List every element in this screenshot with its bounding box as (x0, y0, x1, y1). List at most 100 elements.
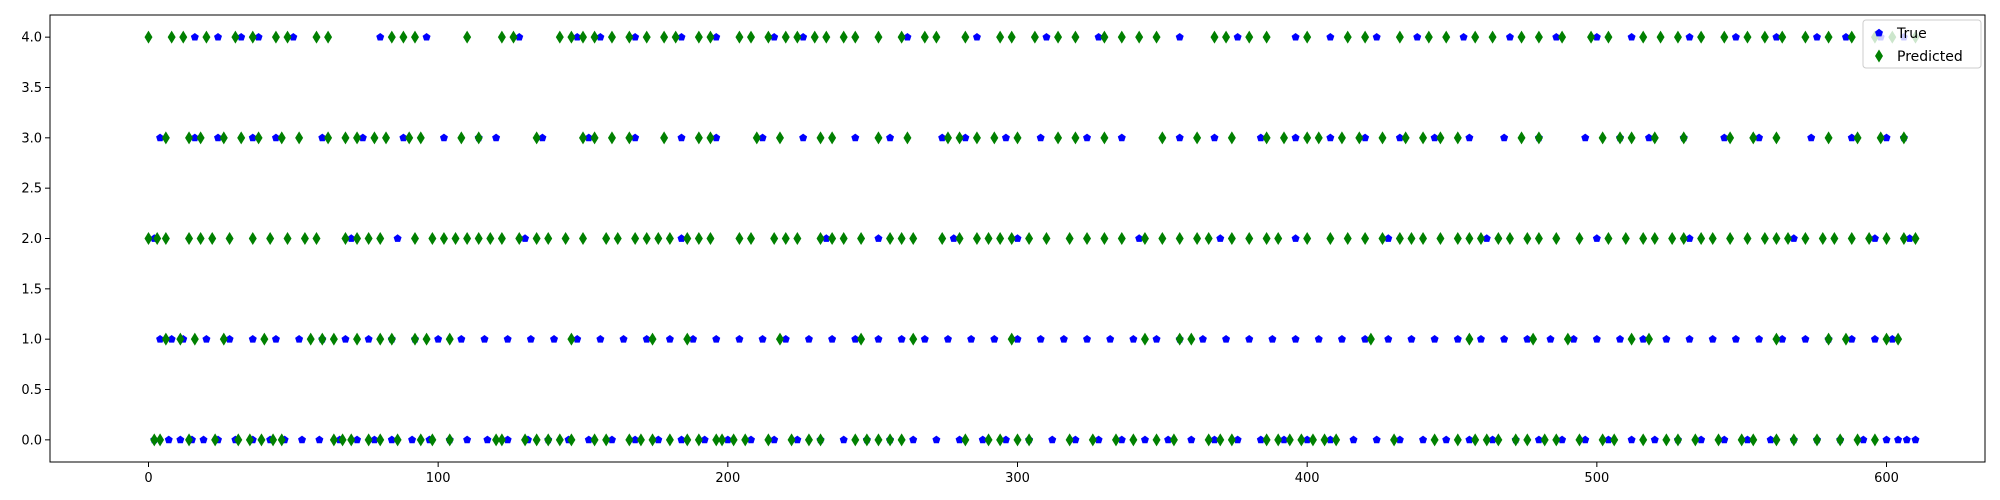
predicted-point (1697, 232, 1706, 245)
true-point (1280, 435, 1288, 444)
true-point (1326, 32, 1335, 41)
predicted-point (955, 131, 964, 145)
predicted-point (1534, 131, 1543, 145)
true-point (665, 334, 674, 343)
true-point (254, 32, 263, 41)
predicted-point (1140, 232, 1149, 245)
predicted-point (364, 433, 373, 447)
true-point (747, 435, 755, 444)
true-point (202, 334, 211, 343)
predicted-point (324, 131, 333, 145)
predicted-point (497, 30, 506, 44)
y-tick-label: 3.0 (21, 131, 42, 146)
true-point (1465, 133, 1474, 142)
true-point (521, 234, 530, 242)
true-point (1071, 435, 1080, 444)
predicted-point (660, 131, 669, 145)
true-point (1639, 334, 1648, 343)
x-tick-label: 300 (1005, 471, 1030, 486)
predicted-point (1355, 131, 1364, 145)
predicted-point (1111, 433, 1120, 447)
predicted-point (1621, 232, 1630, 245)
y-tick-label: 0.5 (21, 383, 42, 398)
true-point (1013, 334, 1022, 343)
predicted-point (706, 30, 715, 44)
true-point (1291, 32, 1300, 41)
true-point (1870, 234, 1879, 242)
predicted-point (231, 30, 240, 44)
true-point (1627, 435, 1636, 444)
predicted-point (1227, 232, 1236, 245)
true-point (1685, 334, 1694, 343)
true-point (1662, 334, 1671, 343)
true-point (851, 334, 860, 343)
predicted-point (1175, 332, 1184, 346)
true-point (851, 133, 860, 142)
legend-box (1862, 19, 1982, 69)
true-point (315, 435, 324, 444)
predicted-point (1366, 332, 1375, 346)
predicted-point (1737, 433, 1746, 447)
predicted-point (671, 30, 680, 44)
true-point (1581, 133, 1590, 142)
true-point (1395, 435, 1404, 444)
predicted-point (1697, 30, 1706, 44)
true-point (199, 435, 208, 444)
true-point (1720, 435, 1729, 444)
predicted-point (1575, 433, 1584, 447)
true-point (770, 32, 779, 41)
predicted-point (874, 30, 883, 44)
true-point (781, 334, 790, 343)
true-point (1442, 435, 1451, 444)
predicted-point (185, 232, 194, 245)
predicted-point (1442, 30, 1451, 44)
predicted-point (747, 232, 756, 245)
predicted-point (694, 232, 703, 245)
true-point (978, 435, 987, 444)
predicted-point (1025, 232, 1034, 245)
predicted-point (1193, 131, 1202, 145)
predicted-point (245, 433, 254, 447)
predicted-point (1007, 232, 1016, 245)
predicted-point (1824, 332, 1833, 346)
predicted-point (1308, 433, 1317, 447)
predicted-point (1262, 131, 1271, 145)
predicted-point (694, 30, 703, 44)
predicted-point (1650, 232, 1659, 245)
predicted-point (851, 30, 860, 44)
true-point (463, 435, 472, 444)
predicted-point (764, 30, 773, 44)
true-point (839, 435, 848, 444)
true-point (214, 32, 222, 41)
true-point (1222, 334, 1231, 343)
predicted-point (1407, 232, 1416, 245)
predicted-point (312, 30, 321, 44)
predicted-point (984, 232, 993, 245)
predicted-point (961, 30, 970, 44)
predicted-point (909, 232, 918, 245)
predicted-point (544, 433, 553, 447)
true-point (1888, 334, 1897, 343)
predicted-point (1558, 30, 1567, 44)
predicted-point (269, 433, 278, 447)
predicted-point (1760, 30, 1769, 44)
true-point (1129, 334, 1138, 343)
predicted-point (1517, 131, 1526, 145)
x-tick-label: 0 (144, 471, 152, 486)
true-point (1708, 334, 1717, 343)
predicted-point (1088, 433, 1097, 447)
predicted-point (1332, 433, 1341, 447)
predicted-point (1007, 332, 1016, 346)
true-point (1384, 334, 1393, 343)
predicted-point (1222, 30, 1231, 44)
predicted-point (857, 232, 866, 245)
true-point (214, 133, 222, 142)
predicted-point (1882, 232, 1891, 245)
predicted-point (1882, 332, 1891, 346)
predicted-point (857, 332, 866, 346)
predicted-point (648, 332, 657, 346)
true-point (1720, 133, 1729, 142)
true-point (967, 334, 976, 343)
predicted-point (961, 433, 970, 447)
predicted-point (706, 232, 715, 245)
